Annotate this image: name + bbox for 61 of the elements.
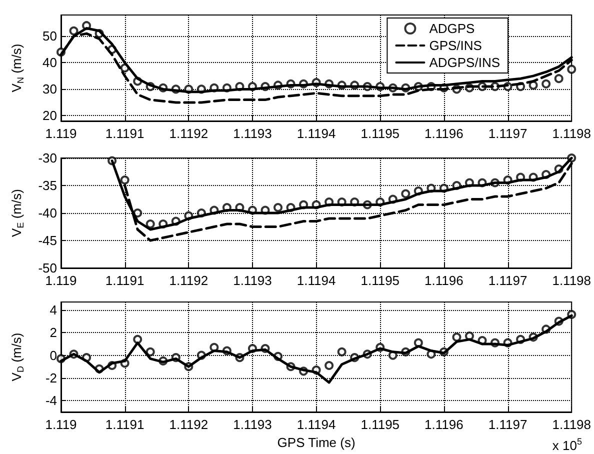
point xyxy=(542,79,551,88)
point xyxy=(324,361,334,370)
point xyxy=(69,26,78,36)
x-tick-label: 1.1195 xyxy=(360,126,400,141)
point xyxy=(452,332,462,342)
point xyxy=(274,203,283,212)
x-tick-label: 1.1192 xyxy=(169,417,208,432)
x-tick-label: 1.1197 xyxy=(488,273,528,288)
y-tick-label: -50 xyxy=(38,260,57,276)
y-tick-label: -4 xyxy=(45,393,57,408)
point xyxy=(337,347,346,356)
y-tick-label: -2 xyxy=(45,370,57,386)
y-tick-label: 40 xyxy=(42,55,57,70)
y-tick-label: 0 xyxy=(50,348,57,363)
y-tick-label: 2 xyxy=(50,325,57,340)
x-tick-label: 1.1195 xyxy=(360,273,400,288)
x-tick-label: 1.119 xyxy=(45,273,77,288)
point xyxy=(146,347,155,356)
x-tick-label: 1.1193 xyxy=(233,126,272,141)
point xyxy=(120,176,130,184)
point xyxy=(554,74,564,84)
point xyxy=(133,334,142,344)
x-tick-label: 1.119 xyxy=(45,126,77,141)
legend-label: ADGPS/INS xyxy=(429,55,500,70)
x-tick-label: 1.1193 xyxy=(233,417,272,432)
x-tick-label: 1.1192 xyxy=(169,273,208,288)
x-tick-label: 1.1191 xyxy=(105,126,144,141)
point xyxy=(567,64,576,74)
x-tick-label: 1.1196 xyxy=(424,273,464,288)
x-tick-label: 1.1197 xyxy=(488,126,528,141)
y-axis-title: VN (m/s) xyxy=(9,44,26,92)
y-tick-label: 4 xyxy=(50,302,57,318)
x-tick-label: 1.1194 xyxy=(296,126,336,141)
x-tick-label: 1.1198 xyxy=(552,417,591,432)
x-tick-label: 1.1196 xyxy=(424,417,464,432)
y-tick-label: -45 xyxy=(38,233,57,248)
x-tick-label: 1.1191 xyxy=(105,417,144,432)
x-tick-label: 1.1193 xyxy=(233,273,272,288)
point xyxy=(146,220,155,228)
y-axis-title: VE (m/s) xyxy=(9,189,26,237)
x-tick-label: 1.1191 xyxy=(105,273,144,288)
point xyxy=(401,189,410,198)
x-tick-label: 1.1198 xyxy=(552,126,591,141)
legend-label: ADGPS xyxy=(429,21,476,36)
y-tick-label: 30 xyxy=(42,82,57,97)
x-tick-label: 1.1197 xyxy=(488,417,528,432)
y-tick-label: -35 xyxy=(38,178,57,193)
x-tick-label: 1.1194 xyxy=(296,273,336,288)
y-tick-label: -40 xyxy=(38,206,57,220)
x-tick-label: 1.1196 xyxy=(424,126,464,141)
y-axis-title: VD (m/s) xyxy=(9,332,26,382)
x-axis-title: GPS Time (s) xyxy=(277,434,356,450)
y-tick-label: 50 xyxy=(42,28,57,44)
x-tick-label: 1.1195 xyxy=(360,417,400,432)
y-tick-label: -30 xyxy=(38,150,57,166)
y-tick-label: 20 xyxy=(42,108,57,124)
x-tick-label: 1.1192 xyxy=(169,126,208,141)
legend-label: GPS/INS xyxy=(429,38,482,53)
x-tick-label: 1.119 xyxy=(45,417,77,432)
x-tick-label: 1.1198 xyxy=(552,273,591,288)
x-tick-label: 1.1194 xyxy=(296,417,336,432)
